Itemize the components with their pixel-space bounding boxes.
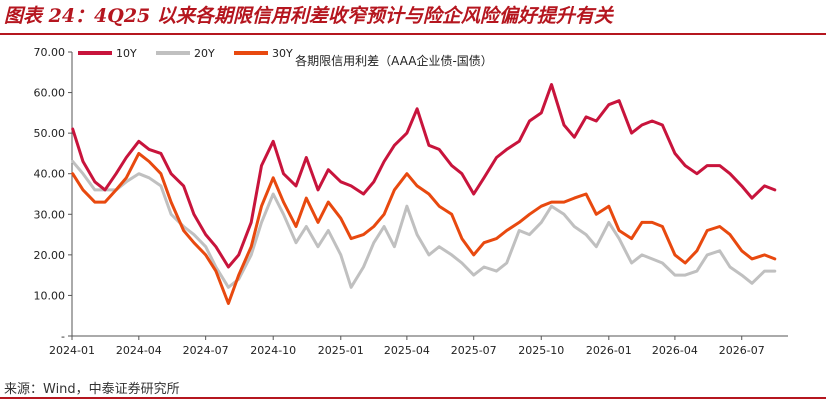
legend-label-30y: 30Y — [272, 47, 293, 60]
y-tick-label: 50.00 — [34, 127, 66, 140]
x-tick-label: 2024-04 — [116, 344, 162, 357]
y-tick-label: 10.00 — [34, 289, 66, 302]
line-chart-svg: 各期限信用利差（AAA企业债-国债） - 10.00 20.00 30.00 40.00… — [34, 46, 788, 357]
x-tick-label: 2026-01 — [586, 344, 632, 357]
title-divider — [0, 33, 826, 35]
y-tick-label: 40.00 — [34, 168, 66, 181]
x-tick-label: 2026-04 — [652, 344, 698, 357]
y-tick-label: 30.00 — [34, 208, 66, 221]
legend-label-10y: 10Y — [116, 47, 137, 60]
x-tick-label: 2024-07 — [183, 344, 229, 357]
y-tick-label: 60.00 — [34, 87, 66, 100]
y-tick-label: 20.00 — [34, 249, 66, 262]
bottom-divider — [0, 397, 826, 399]
chart-title: 各期限信用利差（AAA企业债-国债） — [295, 53, 493, 68]
figure-title: 图表 24：4Q25 以来各期限信用利差收窄预计与险企风险偏好提升有关 — [4, 5, 613, 27]
legend: 10Y 20Y 30Y — [78, 47, 293, 60]
x-tick-label: 2024-10 — [250, 344, 296, 357]
y-tick-label: - — [61, 330, 65, 343]
legend-label-20y: 20Y — [194, 47, 215, 60]
chart-area: 各期限信用利差（AAA企业债-国债） - 10.00 20.00 30.00 40.00… — [2, 35, 824, 373]
x-tick-label: 2025-07 — [451, 344, 497, 357]
series-line-20y — [71, 160, 777, 289]
x-tick-label: 2025-01 — [318, 344, 364, 357]
series-line-10y — [71, 83, 777, 269]
x-tick-label: 2024-01 — [49, 344, 95, 357]
x-tick-label: 2025-04 — [384, 344, 430, 357]
axes-group: - 10.00 20.00 30.00 40.00 50.00 60.00 70.00 2024… — [34, 46, 788, 357]
series-lines-group — [71, 83, 777, 305]
x-tick-label: 2025-10 — [518, 344, 564, 357]
y-tick-label: 70.00 — [34, 46, 66, 59]
series-line-30y — [71, 151, 777, 305]
source-note: 来源：Wind，中泰证券研究所 — [4, 382, 180, 397]
x-tick-label: 2026-07 — [719, 344, 765, 357]
